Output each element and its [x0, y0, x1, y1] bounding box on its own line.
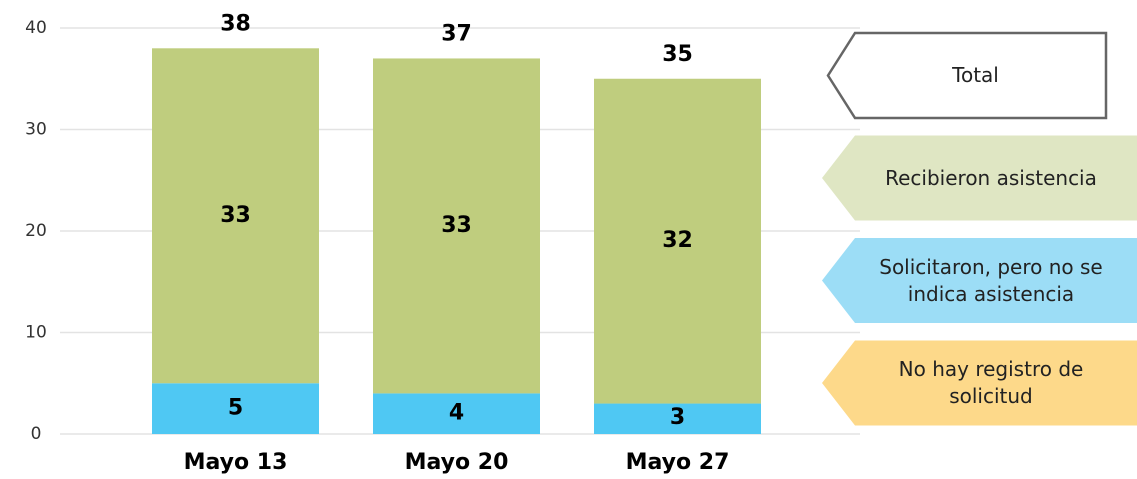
legend-label: Total	[952, 63, 999, 87]
legend-shape	[822, 135, 1137, 221]
data-label: 33	[441, 213, 472, 238]
legend-label: Solicitaron, pero no se indica asistenci…	[879, 254, 1103, 306]
x-tick-label: Mayo 27	[626, 450, 730, 475]
y-tick-label: 10	[25, 323, 47, 343]
bar-segment	[594, 78, 761, 404]
y-tick-label: 30	[25, 120, 47, 140]
bar-segment	[594, 403, 761, 434]
bar-segment	[373, 58, 540, 394]
legend-label: Recibieron asistencia	[885, 165, 1097, 190]
x-tick-label: Mayo 20	[405, 450, 509, 475]
bar-segment	[152, 383, 319, 434]
bar-segment	[152, 48, 319, 384]
total-label: 38	[220, 11, 251, 36]
x-tick-label: Mayo 13	[184, 450, 288, 475]
legend-label: No hay registro de solicitud	[898, 357, 1084, 408]
total-label: 37	[441, 21, 472, 46]
data-label: 4	[449, 401, 464, 426]
bar-segment	[373, 393, 540, 434]
y-tick-label: 20	[25, 221, 47, 241]
data-label: 33	[220, 203, 251, 228]
y-tick-label: 0	[31, 424, 42, 444]
legend-shape	[826, 31, 1108, 120]
data-label: 3	[670, 405, 685, 430]
total-label: 35	[662, 42, 693, 67]
data-label: 32	[662, 228, 693, 253]
legend-shape	[822, 340, 1137, 426]
y-tick-label: 40	[25, 18, 47, 38]
data-label: 5	[228, 396, 243, 421]
legend-shape	[822, 238, 1137, 323]
